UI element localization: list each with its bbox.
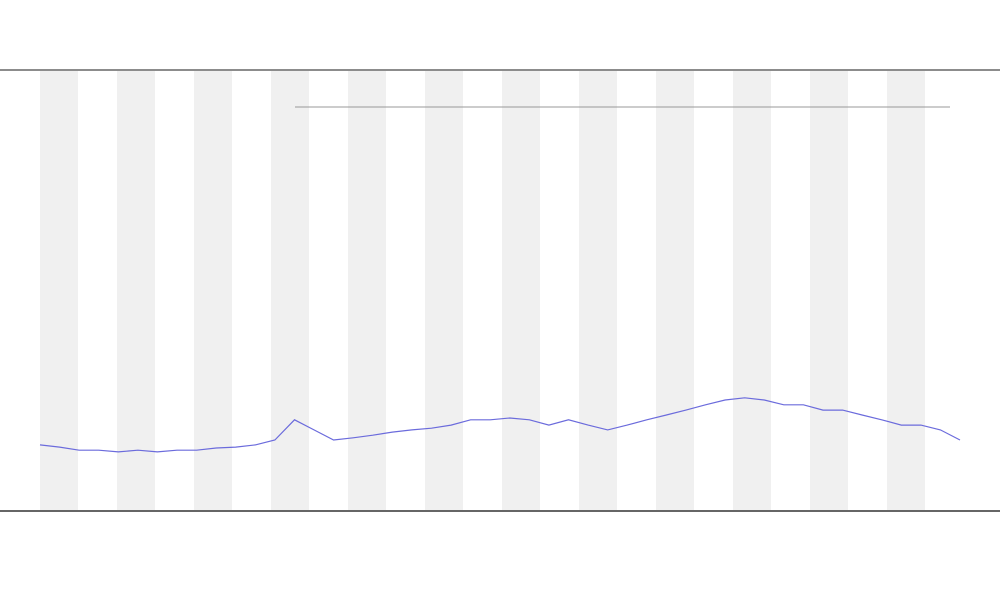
band bbox=[502, 71, 540, 510]
band bbox=[733, 71, 771, 510]
band bbox=[810, 71, 848, 510]
band bbox=[425, 71, 463, 510]
background-bands bbox=[40, 71, 925, 510]
band bbox=[348, 71, 386, 510]
band bbox=[40, 71, 78, 510]
band bbox=[117, 71, 155, 510]
band bbox=[656, 71, 694, 510]
band bbox=[271, 71, 309, 510]
data-line bbox=[39, 397, 961, 453]
band bbox=[194, 71, 232, 510]
band bbox=[579, 71, 617, 510]
band bbox=[887, 71, 925, 510]
